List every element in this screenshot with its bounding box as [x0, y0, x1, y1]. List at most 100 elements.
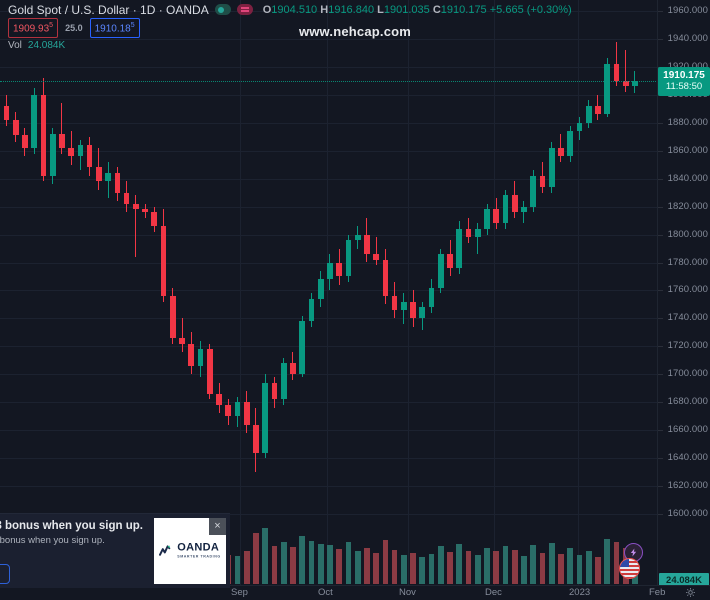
candle-wick — [375, 237, 377, 266]
gear-icon[interactable] — [685, 587, 696, 598]
price-tick-label: 1840.000 — [667, 172, 708, 184]
gridline-horizontal — [0, 10, 658, 12]
candlestick — [576, 0, 583, 586]
candle-wick — [625, 50, 627, 93]
price-tick-label: 1860.000 — [667, 144, 708, 156]
candle-body — [336, 262, 343, 277]
ask-price-box[interactable]: 1910.185 — [89, 18, 140, 38]
price-tick-mark — [658, 402, 663, 404]
candlestick — [188, 0, 195, 586]
promo-banner[interactable]: a SG$388 bonus when you sign up. sit SG$… — [0, 513, 230, 588]
candle-body — [539, 175, 546, 188]
volume-bar — [484, 548, 490, 584]
candlestick — [59, 0, 65, 586]
candlestick — [567, 0, 574, 586]
candlestick — [604, 0, 611, 586]
volume-bar — [613, 541, 620, 584]
candle-body — [22, 135, 28, 148]
current-price-line — [0, 80, 658, 82]
candlestick — [595, 0, 601, 586]
ohlc-l-label: L — [377, 3, 384, 16]
gridline-horizontal — [0, 514, 658, 516]
price-tick-mark — [658, 66, 663, 68]
chart-plot-area[interactable] — [0, 0, 658, 586]
price-scale[interactable]: 1960.0001940.0001920.0001900.0001880.000… — [657, 0, 710, 588]
volume-bar — [595, 556, 601, 584]
price-tick-mark — [658, 94, 663, 96]
promo-cta-button[interactable]: ade now — [0, 564, 10, 584]
candlestick — [419, 0, 426, 586]
volume-bar — [280, 542, 287, 584]
volume-bar — [400, 555, 407, 584]
candle-body — [225, 405, 232, 417]
price-tick-mark — [658, 458, 663, 460]
gridline-vertical — [327, 0, 328, 586]
gridline-vertical — [408, 0, 409, 586]
price-tick-label: 1620.000 — [667, 480, 708, 492]
candlestick — [400, 0, 407, 586]
candlestick — [447, 0, 453, 586]
spread-value: 25.0 — [65, 23, 83, 33]
candle-body — [169, 296, 176, 338]
oanda-brand-name: OANDA — [177, 541, 220, 554]
candlestick — [613, 0, 620, 586]
visibility-toggle-icon[interactable] — [214, 4, 231, 15]
volume-bar — [391, 549, 398, 584]
volume-bar — [567, 547, 574, 584]
time-tick-label: Feb — [649, 587, 666, 598]
close-icon[interactable]: × — [209, 518, 226, 535]
candlestick — [86, 0, 93, 586]
price-tick-mark — [658, 514, 663, 516]
price-tick-label: 1820.000 — [667, 200, 708, 212]
volume-bar — [502, 545, 509, 584]
candlestick — [77, 0, 84, 586]
volume-bar — [521, 556, 527, 584]
volume-bar — [354, 551, 361, 584]
gridline-horizontal — [0, 290, 658, 292]
volume-bar — [576, 555, 583, 584]
candle-body — [142, 209, 148, 213]
candlestick — [558, 0, 564, 586]
candlestick — [410, 0, 416, 586]
symbol-title[interactable]: Gold Spot / U.S. Dollar · 1D · OANDA — [8, 2, 209, 17]
candlestick — [280, 0, 287, 586]
bid-price-box[interactable]: 1909.935 — [8, 18, 59, 38]
us-flag-button[interactable] — [619, 558, 640, 579]
price-tick-label: 1800.000 — [667, 228, 708, 240]
volume-label: Vol — [8, 40, 22, 51]
gridline-horizontal — [0, 178, 658, 180]
gridline-horizontal — [0, 318, 658, 320]
gridline-vertical — [240, 0, 241, 586]
volume-bar — [437, 546, 444, 584]
candlestick — [327, 0, 333, 586]
candle-wick — [477, 223, 479, 255]
candlestick — [622, 0, 629, 586]
candle-body — [419, 307, 426, 319]
volume-bar — [474, 554, 481, 584]
candle-body — [400, 301, 407, 310]
candlestick — [206, 0, 213, 586]
volume-bar — [373, 553, 379, 584]
chart-legend: Gold Spot / U.S. Dollar · 1D · OANDA O19… — [8, 2, 572, 52]
gridline-horizontal — [0, 150, 658, 152]
candlestick — [308, 0, 315, 586]
time-scale[interactable]: Sep Oct Nov Dec 2023 Feb — [0, 585, 710, 600]
gridline-horizontal — [0, 402, 658, 404]
candlestick — [511, 0, 518, 586]
candle-body — [364, 234, 370, 255]
candle-body — [428, 287, 435, 308]
candlestick — [428, 0, 435, 586]
volume-bar — [253, 533, 259, 584]
candlestick — [114, 0, 121, 586]
oanda-brand-tagline: SMARTER TRADING — [177, 554, 221, 559]
candlestick — [382, 0, 389, 586]
candle-body — [558, 147, 564, 157]
candle-body — [410, 301, 416, 319]
candle-body — [595, 106, 601, 115]
candlestick — [345, 0, 352, 586]
candlestick — [474, 0, 481, 586]
ohlc-h-label: H — [320, 3, 329, 16]
candle-body — [3, 106, 10, 120]
settings-toggle-icon[interactable] — [236, 4, 253, 15]
candlestick — [49, 0, 56, 586]
